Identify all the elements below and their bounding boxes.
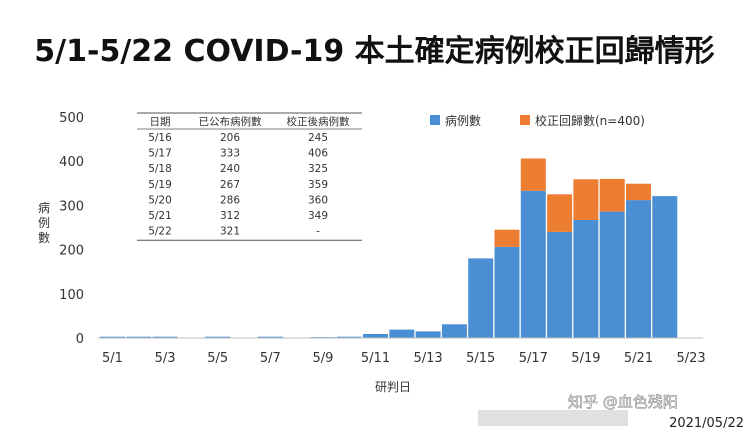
x-tick-label: 5/21 <box>624 351 653 366</box>
data-table: 日期 已公布病例數 校正後病例數 5/16 206 245 5/17 333 406 5/18 24… <box>137 112 362 241</box>
legend: 病例數 校正回歸數(n=400) <box>430 113 645 128</box>
y-tick-label: 100 <box>59 288 84 303</box>
table-cell: 5/20 <box>148 194 172 206</box>
table-cell: 5/19 <box>148 179 172 191</box>
table-header: 已公布病例數 <box>199 115 262 128</box>
x-tick-label: 5/11 <box>361 351 390 366</box>
x-tick-label: 5/9 <box>312 351 333 366</box>
bar-correction <box>626 183 651 201</box>
bar-cases <box>626 200 651 338</box>
bar-correction <box>573 179 599 220</box>
legend-label: 校正回歸數(n=400) <box>535 113 645 128</box>
bar-cases <box>257 336 283 338</box>
bar-cases <box>441 324 467 338</box>
table-header: 校正後病例數 <box>287 115 350 128</box>
bar-cases <box>363 334 388 338</box>
table-cell: 5/18 <box>148 163 172 175</box>
table-cell: 349 <box>308 210 328 222</box>
chart-title: 5/1-5/22 COVID-19 本土確定病例校正回歸情形 <box>34 34 715 69</box>
x-tick-label: 5/7 <box>260 351 281 366</box>
x-tick-label: 5/5 <box>207 351 228 366</box>
y-axis-label: 病例數 <box>38 200 50 245</box>
bar-correction <box>494 229 520 247</box>
table-cell: 325 <box>308 163 328 175</box>
x-tick-label: 5/17 <box>519 351 548 366</box>
watermark: 知乎 @血色残阳 <box>568 393 678 411</box>
bar-cases <box>494 246 520 338</box>
table-cell: 240 <box>220 163 240 175</box>
legend-swatch <box>430 115 440 125</box>
y-tick-label: 300 <box>59 199 84 214</box>
x-axis: 5/1 5/3 5/5 5/7 5/9 5/11 5/13 5/15 5/17 5/19 5/21 5… <box>102 351 706 366</box>
bar-cases <box>415 331 441 338</box>
y-tick-label: 500 <box>59 111 84 126</box>
y-label-char: 例 <box>38 216 50 230</box>
bar-cases <box>389 329 415 338</box>
table-cell: 406 <box>308 148 328 160</box>
bar-cases <box>152 336 178 338</box>
bar-cases <box>336 336 362 338</box>
x-tick-label: 5/15 <box>466 351 495 366</box>
table-cell: 245 <box>308 132 328 144</box>
y-tick-label: 0 <box>76 332 84 347</box>
table-header: 日期 <box>150 116 171 128</box>
x-tick-label: 5/1 <box>102 351 123 366</box>
table-cell: 359 <box>308 179 328 191</box>
table-cell: 5/22 <box>148 226 172 238</box>
table-cell: 206 <box>220 132 240 144</box>
bar-cases <box>547 231 573 338</box>
table-cell: 286 <box>220 194 240 206</box>
table-cell: 312 <box>220 210 240 222</box>
bar-correction <box>520 158 546 191</box>
legend-swatch <box>520 115 530 125</box>
blur-strip <box>478 410 628 426</box>
x-tick-label: 5/19 <box>571 351 600 366</box>
table-cell: 5/21 <box>148 210 172 222</box>
y-tick-label: 400 <box>59 155 84 170</box>
table-cell: - <box>316 226 320 238</box>
x-tick-label: 5/23 <box>676 351 705 366</box>
bars <box>100 158 678 338</box>
y-axis: 0 100 200 300 400 500 <box>59 111 84 347</box>
x-tick-label: 5/13 <box>413 351 442 366</box>
table-cell: 5/16 <box>148 132 172 144</box>
x-axis-label: 研判日 <box>375 380 411 394</box>
bar-cases <box>520 190 546 338</box>
bar-cases <box>126 336 152 338</box>
bar-cases <box>599 211 625 338</box>
table-cell: 5/17 <box>148 148 172 160</box>
y-label-char: 數 <box>38 231 50 245</box>
bar-cases <box>468 258 494 338</box>
bar-cases <box>100 336 125 338</box>
bar-cases <box>205 336 231 338</box>
date-stamp: 2021/05/22 <box>669 416 744 431</box>
bar-cases <box>652 196 678 338</box>
bar-correction <box>547 194 573 232</box>
legend-label: 病例數 <box>445 113 481 128</box>
table-cell: 360 <box>308 194 328 206</box>
x-tick-label: 5/3 <box>155 351 176 366</box>
y-tick-label: 200 <box>59 244 84 259</box>
table-cell: 321 <box>220 226 240 238</box>
bar-cases <box>573 220 599 338</box>
y-label-char: 病 <box>38 200 50 215</box>
table-cell: 333 <box>220 148 240 160</box>
bar-correction <box>599 178 625 212</box>
table-cell: 267 <box>220 179 240 191</box>
